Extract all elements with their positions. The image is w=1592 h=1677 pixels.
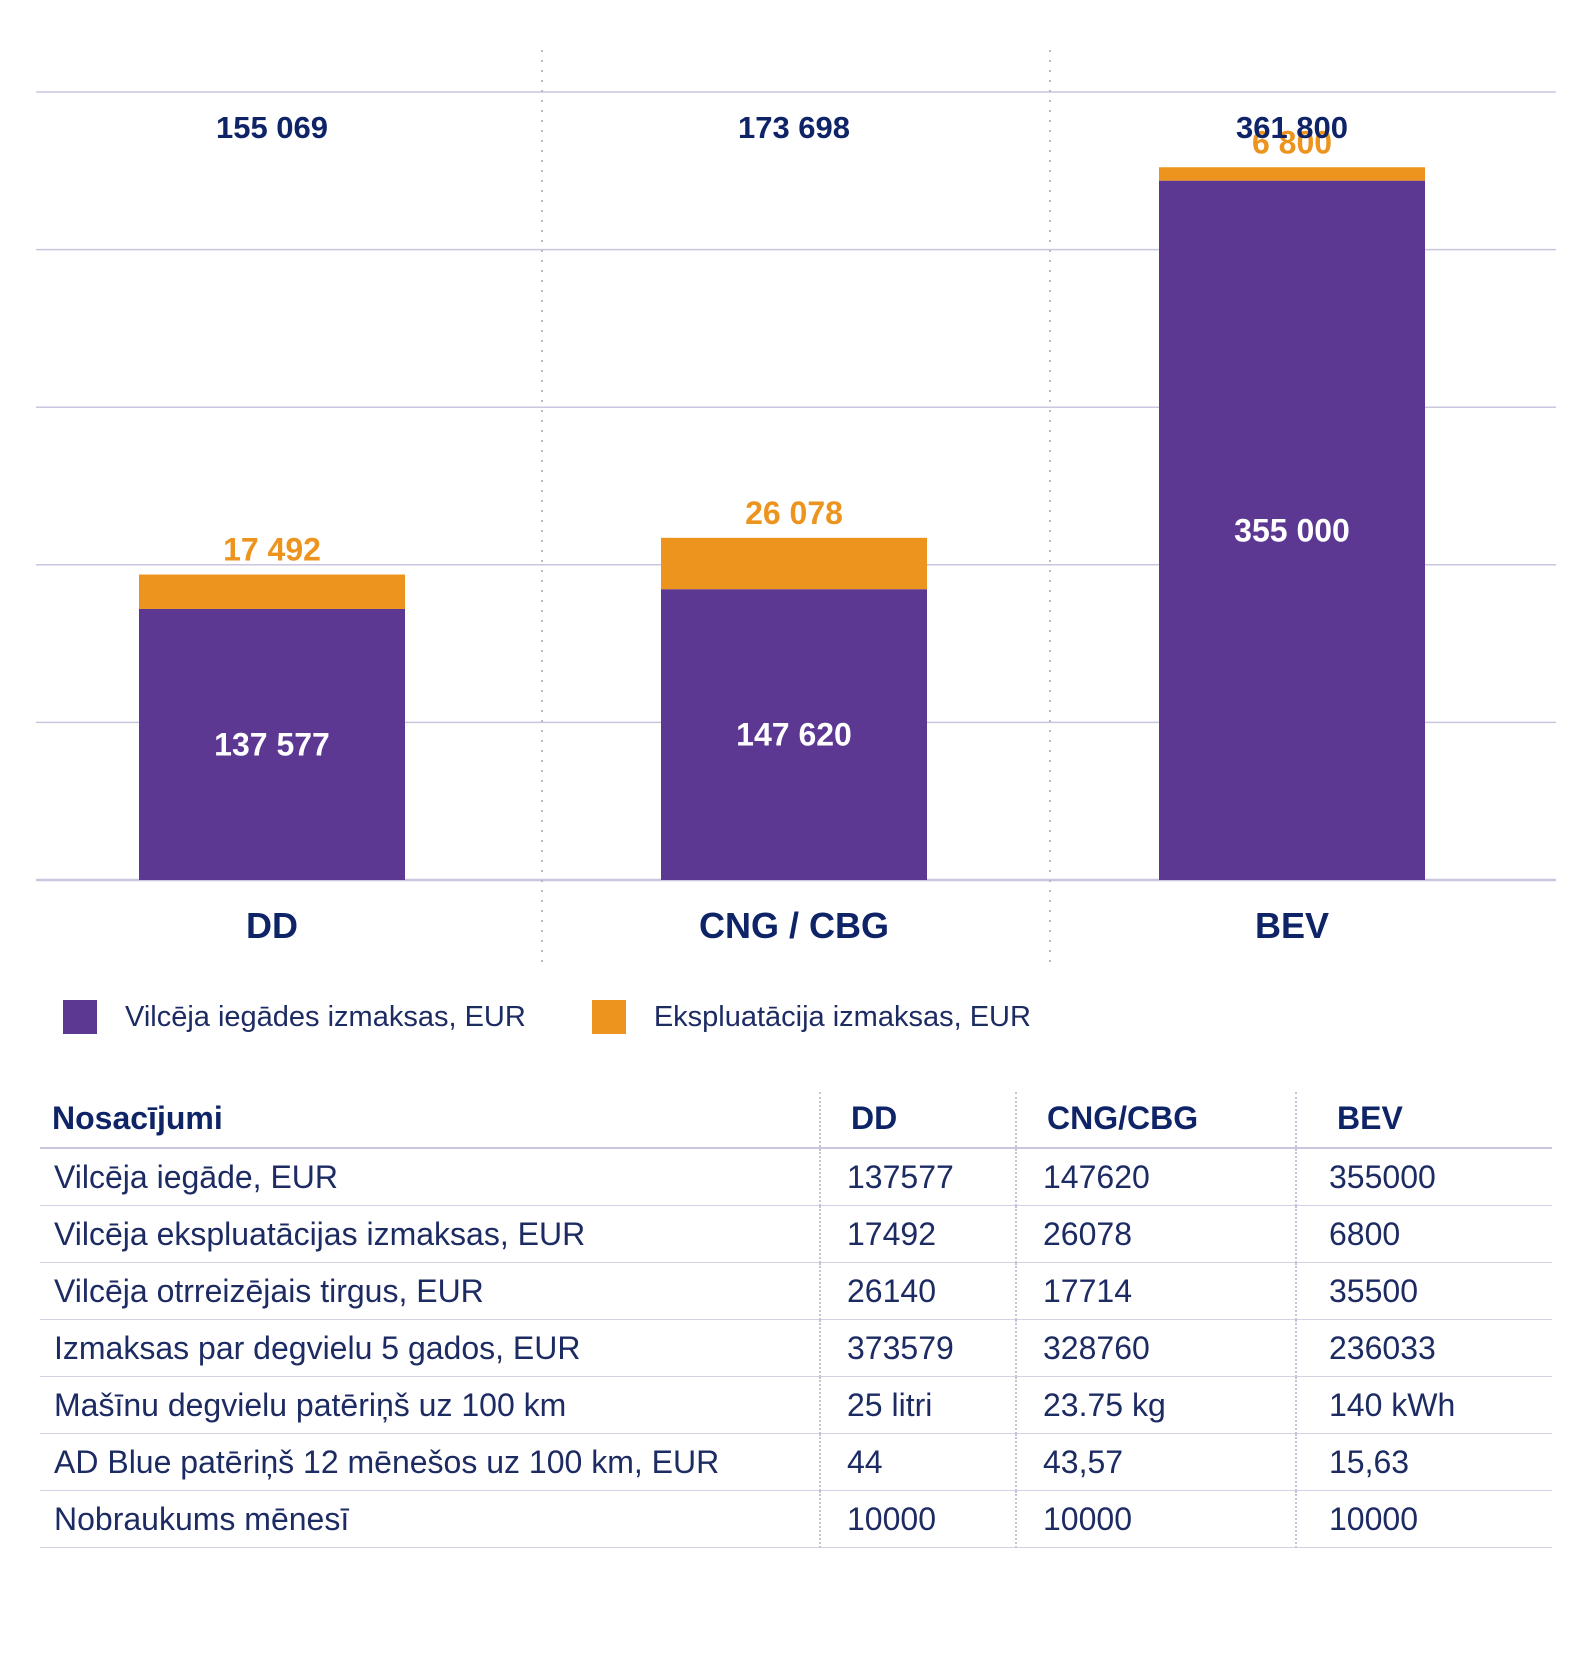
table-cell-value: 373579 [819,1319,1016,1377]
bar-purchase-2 [1159,180,1425,880]
table-cell-label: Izmaksas par degvielu 5 gados, EUR [40,1319,820,1377]
header-conditions: Nosacījumi [40,1092,820,1149]
table-cell-value: 15,63 [1295,1433,1552,1491]
table-row: Vilcēja iegāde, EUR 137577 147620 355000 [40,1148,1552,1206]
table-cell-value: 26078 [1015,1205,1296,1263]
table-cell-value: 236033 [1295,1319,1552,1377]
table-cell-value: 35500 [1295,1262,1552,1320]
data-label-operation: 17 492 [223,532,321,568]
table-cell-value: 147620 [1015,1148,1296,1206]
legend-swatch-purchase [63,1000,97,1034]
table-cell-value: 25 litri [819,1376,1016,1434]
bar-purchase-0 [139,608,405,880]
table-cell-label: Mašīnu degvielu patēriņš uz 100 km [40,1376,820,1434]
table-cell-label: Vilcēja iegāde, EUR [40,1148,820,1206]
table-cell-value: 17714 [1015,1262,1296,1320]
table-cell-label: Vilcēja otrreizējais tirgus, EUR [40,1262,820,1320]
table-cell-value: 140 kWh [1295,1376,1552,1434]
data-label-purchase: 355 000 [1234,512,1350,548]
table-cell-value: 137577 [819,1148,1016,1206]
stacked-bar-chart: 137 577 17 492 155 069 DD 147 620 26 078 173 6… [36,50,1556,970]
legend-item-purchase: Vilcēja iegādes izmaksas, EUR [63,1000,526,1034]
table-cell-value: 26140 [819,1262,1016,1320]
data-label-purchase: 137 577 [214,726,330,762]
bar-operation-1 [661,537,927,590]
bar-purchase-1 [661,589,927,880]
legend-label-operation: Ekspluatācija izmaksas, EUR [653,1000,1031,1033]
total-label: 173 698 [738,110,850,145]
table-header-row: Nosacījumi DD CNG/CBG BEV [40,1092,1552,1149]
conditions-table: Nosacījumi DD CNG/CBG BEV Vilcēja iegāde… [40,1092,1552,1548]
table-cell-value: 17492 [819,1205,1016,1263]
table-row: Vilcēja ekspluatācijas izmaksas, EUR 1749… [40,1205,1552,1263]
chart-legend: Vilcēja iegādes izmaksas, EUR Ekspluatāc… [63,1000,1097,1034]
legend-swatch-operation [591,1000,626,1034]
table-row: AD Blue patēriņš 12 mēnešos uz 100 km, E… [40,1433,1552,1491]
table-cell-value: 6800 [1295,1205,1552,1263]
header-cng: CNG/CBG [1015,1092,1296,1149]
table-row: Mašīnu degvielu patēriņš uz 100 km 25 lit… [40,1376,1552,1434]
bar-operation-0 [139,574,405,609]
bar-operation-2 [1159,167,1425,181]
table-cell-label: Vilcēja ekspluatācijas izmaksas, EUR [40,1205,820,1263]
table-cell-value: 328760 [1015,1319,1296,1377]
table-cell-label: AD Blue patēriņš 12 mēnešos uz 100 km, E… [40,1433,820,1491]
data-label-purchase: 147 620 [736,717,852,753]
table-cell-value: 10000 [1015,1490,1296,1548]
x-tick-label: BEV [1255,905,1329,946]
table-cell-value: 10000 [1295,1490,1552,1548]
table-cell-value: 44 [819,1433,1016,1491]
legend-label-purchase: Vilcēja iegādes izmaksas, EUR [125,1000,526,1033]
x-tick-label: CNG / CBG [699,905,889,946]
table-cell-value: 43,57 [1015,1433,1296,1491]
table-row: Nobraukums mēnesī 10000 10000 10000 [40,1490,1552,1548]
total-label: 361 800 [1236,110,1348,145]
header-dd: DD [819,1092,1016,1149]
data-label-operation: 6 800 [1252,124,1332,160]
table-cell-value: 355000 [1295,1148,1552,1206]
header-bev: BEV [1295,1092,1552,1149]
table-cell-value: 23.75 kg [1015,1376,1296,1434]
table-row: Vilcēja otrreizējais tirgus, EUR 26140 177… [40,1262,1552,1320]
total-label: 155 069 [216,110,328,145]
x-tick-label: DD [246,905,298,946]
table-cell-value: 10000 [819,1490,1016,1548]
table-cell-label: Nobraukums mēnesī [40,1490,820,1548]
legend-item-operation: Ekspluatācija izmaksas, EUR [591,1000,1031,1034]
data-label-operation: 26 078 [745,495,843,531]
table-row: Izmaksas par degvielu 5 gados, EUR 373579… [40,1319,1552,1377]
